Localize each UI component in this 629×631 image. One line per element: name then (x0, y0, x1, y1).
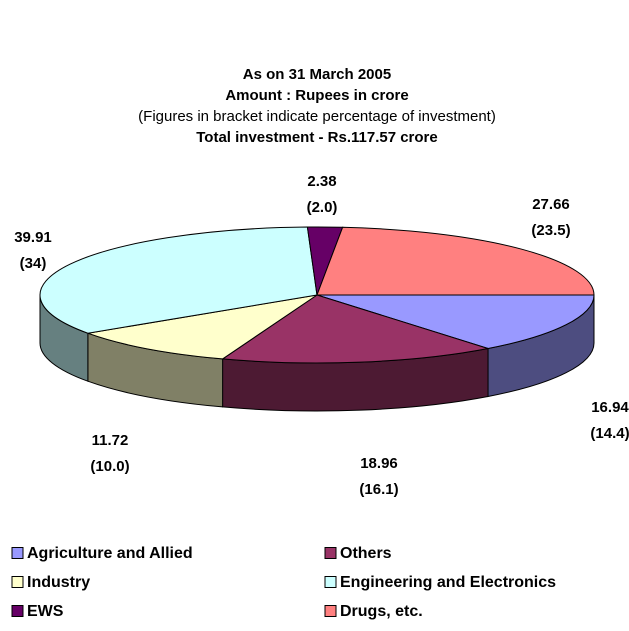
legend-swatch (11, 547, 24, 559)
legend-swatch (11, 576, 24, 588)
data-label: 2.38 (307, 173, 336, 190)
chart-total: Total investment - Rs.117.57 crore (196, 129, 438, 146)
data-label: 11.72 (92, 432, 129, 449)
legend-swatch (324, 547, 337, 559)
chart-title: As on 31 March 2005 (243, 66, 391, 83)
pie-slice (316, 226, 595, 296)
data-label: 39.91 (14, 229, 52, 246)
pie-slice (221, 294, 489, 364)
legend-swatch (11, 605, 24, 617)
legend-label: EWS (27, 603, 64, 620)
legend-label: Agriculture and Allied (27, 545, 193, 562)
legend-swatch (324, 605, 337, 617)
percentage-label: (2.0) (307, 199, 338, 216)
chart-note: (Figures in bracket indicate percentage … (138, 108, 496, 125)
legend-swatch (324, 576, 337, 588)
data-label: 27.66 (532, 196, 570, 213)
legend-label: Industry (27, 574, 90, 591)
legend-label: Drugs, etc. (340, 603, 423, 620)
percentage-label: (14.4) (590, 425, 629, 442)
percentage-label: (16.1) (359, 481, 398, 498)
legend-label: Engineering and Electronics (340, 574, 556, 591)
percentage-label: (23.5) (531, 222, 570, 239)
pie-slice (85, 294, 318, 360)
legend-label: Others (340, 545, 392, 562)
percentage-label: (34) (20, 255, 47, 272)
data-label: 18.96 (360, 455, 398, 472)
pie-slice (316, 294, 595, 350)
pie-slice (39, 226, 318, 334)
chart-subtitle: Amount : Rupees in crore (225, 87, 408, 104)
percentage-label: (10.0) (90, 458, 129, 475)
data-label: 16.94 (591, 399, 629, 416)
